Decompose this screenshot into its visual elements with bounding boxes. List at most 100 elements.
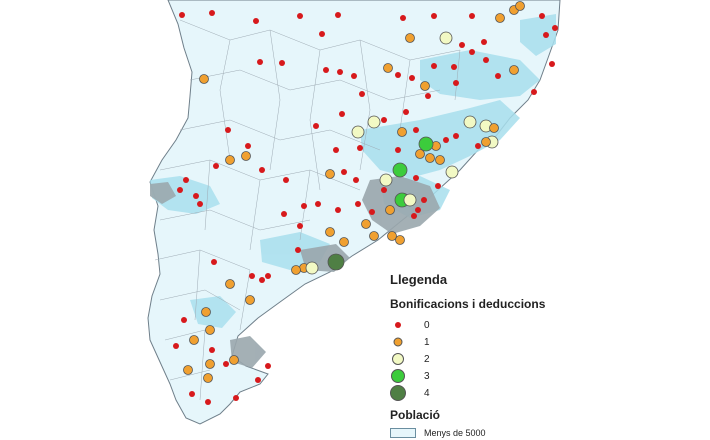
- map-point-class-0: [319, 31, 325, 37]
- map-point-class-3: [392, 162, 408, 178]
- map-point-class-1: [205, 325, 215, 335]
- map-point-class-0: [552, 25, 558, 31]
- map-point-class-0: [283, 177, 289, 183]
- legend-symbol-3: [391, 369, 405, 383]
- map-point-class-0: [403, 109, 409, 115]
- map-point-class-1: [509, 65, 519, 75]
- map-point-class-0: [259, 277, 265, 283]
- legend-subtitle: Bonificacions i deduccions: [390, 297, 546, 311]
- map-legend: Llegenda Bonificacions i deduccions 0 1 2 3…: [390, 272, 690, 440]
- legend-class-0: 0: [390, 317, 690, 334]
- map-point-class-1: [339, 237, 349, 247]
- map-point-class-0: [415, 207, 421, 213]
- legend-population-title: Població: [390, 408, 441, 422]
- map-point-class-0: [495, 73, 501, 79]
- map-point-class-1: [183, 365, 193, 375]
- population-swatch-0: [390, 428, 416, 438]
- map-point-class-1: [225, 279, 235, 289]
- legend-label-2: 2: [424, 354, 430, 365]
- map-point-class-2: [445, 165, 459, 179]
- map-point-class-0: [335, 207, 341, 213]
- map-point-class-1: [425, 153, 435, 163]
- map-point-class-0: [177, 187, 183, 193]
- map-point-class-1: [241, 151, 251, 161]
- map-point-class-1: [395, 235, 405, 245]
- legend-symbol-1: [393, 337, 403, 347]
- map-point-class-0: [443, 137, 449, 143]
- map-point-class-1: [415, 149, 425, 159]
- map-point-class-0: [223, 361, 229, 367]
- map-point-class-0: [453, 133, 459, 139]
- map-point-class-0: [481, 39, 487, 45]
- map-point-class-1: [225, 155, 235, 165]
- map-point-class-0: [409, 75, 415, 81]
- map-point-class-0: [339, 111, 345, 117]
- map-point-class-1: [325, 227, 335, 237]
- map-point-class-0: [543, 32, 549, 38]
- map-point-class-1: [489, 123, 499, 133]
- map-point-class-0: [301, 203, 307, 209]
- map-point-class-1: [203, 373, 213, 383]
- map-point-class-0: [213, 163, 219, 169]
- map-point-class-0: [255, 377, 261, 383]
- map-point-class-2: [463, 115, 477, 129]
- map-point-class-0: [225, 127, 231, 133]
- population-label-0: Menys de 5000: [424, 428, 486, 438]
- legend-title: Llegenda: [390, 272, 448, 287]
- map-point-class-1: [201, 307, 211, 317]
- map-point-class-0: [337, 69, 343, 75]
- legend-label-4: 4: [424, 388, 430, 399]
- map-point-class-2: [379, 173, 393, 187]
- map-point-class-0: [265, 363, 271, 369]
- map-point-class-0: [335, 12, 341, 18]
- legend-label-3: 3: [424, 371, 430, 382]
- map-point-class-0: [451, 64, 457, 70]
- map-point-class-1: [385, 205, 395, 215]
- map-point-class-1: [481, 137, 491, 147]
- map-point-class-0: [351, 73, 357, 79]
- legend-class-2: 2: [390, 351, 690, 368]
- map-point-class-2: [351, 125, 365, 139]
- map-point-class-0: [425, 93, 431, 99]
- map-point-class-0: [315, 201, 321, 207]
- map-point-class-0: [333, 147, 339, 153]
- map-point-class-1: [383, 63, 393, 73]
- municipal-borders: [154, 19, 461, 401]
- map-point-class-0: [259, 167, 265, 173]
- map-point-class-2: [367, 115, 381, 129]
- map-point-class-0: [469, 13, 475, 19]
- map-point-class-0: [355, 201, 361, 207]
- map-point-class-0: [431, 63, 437, 69]
- map-point-class-2: [439, 31, 453, 45]
- legend-symbol-2: [392, 353, 404, 365]
- map-point-class-1: [420, 81, 430, 91]
- map-point-class-1: [397, 127, 407, 137]
- map-point-class-0: [179, 12, 185, 18]
- map-point-class-1: [369, 231, 379, 241]
- map-point-class-0: [189, 391, 195, 397]
- legend-symbol-4: [390, 385, 406, 401]
- map-point-class-0: [295, 247, 301, 253]
- map-point-class-4: [327, 253, 345, 271]
- map-point-class-0: [297, 223, 303, 229]
- map-point-class-0: [549, 61, 555, 67]
- legend-label-1: 1: [424, 337, 430, 348]
- map-point-class-0: [353, 177, 359, 183]
- map-point-class-0: [211, 259, 217, 265]
- data-points: [173, 1, 558, 405]
- population-class-0: Menys de 5000: [390, 426, 690, 440]
- map-point-class-0: [245, 143, 251, 149]
- map-point-class-0: [413, 127, 419, 133]
- map-point-class-0: [205, 399, 211, 405]
- legend-label-0: 0: [424, 320, 430, 331]
- map-point-class-0: [341, 169, 347, 175]
- map-point-class-0: [279, 60, 285, 66]
- map-point-class-0: [395, 147, 401, 153]
- map-point-class-1: [205, 359, 215, 369]
- map-point-class-3: [418, 136, 434, 152]
- legend-population-classes: Menys de 5000: [390, 426, 690, 440]
- map-point-class-2: [403, 193, 417, 207]
- map-point-class-1: [515, 1, 525, 11]
- map-point-class-0: [400, 15, 406, 21]
